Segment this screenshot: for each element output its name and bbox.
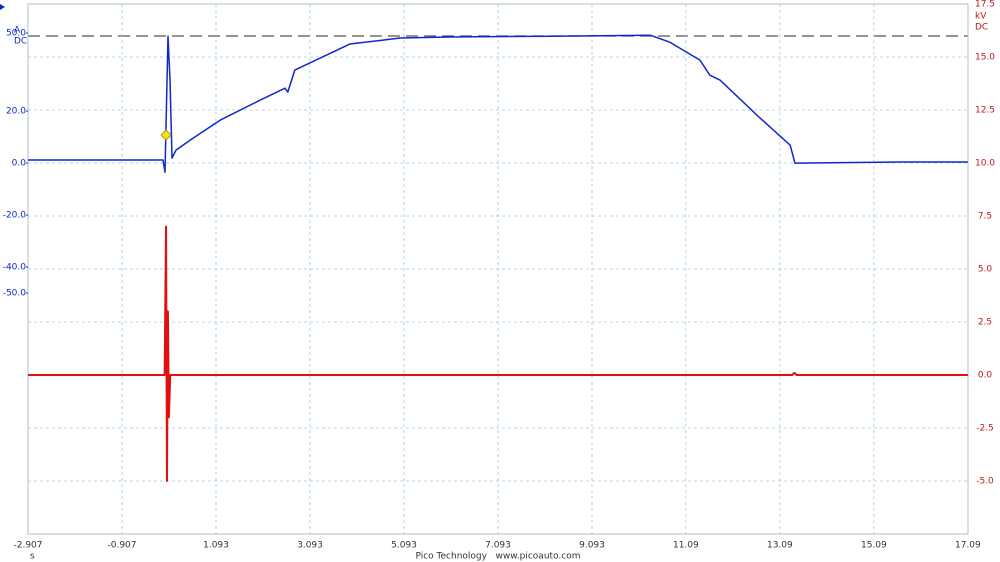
footer: Pico Technology www.picoauto.com: [415, 552, 580, 562]
y-unit: A: [14, 26, 21, 36]
y-tick-label: 0.0: [12, 159, 27, 169]
trigger-marker: [160, 129, 172, 141]
y2-unit: kV: [975, 12, 987, 22]
y-coupling: DC: [14, 37, 27, 47]
y2-tick-label: 12.5: [975, 106, 995, 116]
x-tick-label: 17.09: [955, 541, 981, 551]
series-line: [28, 34, 968, 173]
y2-tick-label: -5.0: [976, 477, 994, 487]
channel-marker: [0, 4, 5, 10]
y2-tick-label: 0.0: [978, 371, 993, 381]
x-tick-label: 15.09: [861, 541, 887, 551]
y2-tick-label: 5.0: [978, 265, 993, 275]
x-tick-label: -0.907: [107, 541, 136, 551]
y-tick-label: -50.0: [3, 289, 27, 299]
series-line: [28, 225, 968, 482]
y-tick-label: -20.0: [3, 211, 27, 221]
y-tick-label: 20.0: [6, 107, 26, 117]
y2-tick-label: 17.5: [975, 0, 995, 10]
y2-tick-label: 10.0: [975, 159, 995, 169]
x-unit: s: [30, 552, 35, 562]
y2-coupling: DC: [975, 23, 988, 33]
x-tick-label: 9.093: [579, 541, 605, 551]
y2-tick-label: 7.5: [978, 212, 992, 222]
x-tick-label: 11.09: [673, 541, 699, 551]
y-tick-label: 50.0: [6, 29, 26, 39]
x-tick-label: 1.093: [203, 541, 229, 551]
y2-tick-label: -2.5: [976, 424, 994, 434]
x-tick-label: 13.09: [767, 541, 793, 551]
x-tick-label: 3.093: [297, 541, 323, 551]
y2-tick-label: 2.5: [978, 318, 992, 328]
y2-tick-label: 15.0: [975, 53, 995, 63]
x-tick-label: 5.093: [391, 541, 417, 551]
x-tick-label: 7.093: [485, 541, 511, 551]
x-tick-label: -2.907: [13, 541, 42, 551]
y-tick-label: -40.0: [3, 263, 27, 273]
